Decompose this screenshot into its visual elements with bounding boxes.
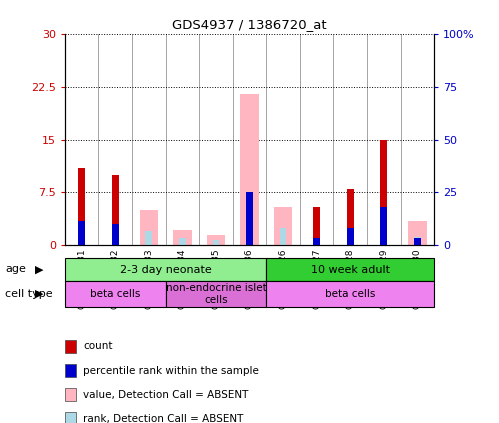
Bar [207, 235, 225, 245]
Bar [65, 281, 166, 307]
Text: value, Detection Call = ABSENT: value, Detection Call = ABSENT [83, 390, 249, 400]
Text: beta cells: beta cells [90, 289, 140, 299]
Bar [313, 238, 320, 245]
Text: beta cells: beta cells [325, 289, 375, 299]
Bar [240, 94, 258, 245]
Bar [347, 189, 354, 245]
Bar [380, 206, 387, 245]
Bar [179, 238, 186, 245]
Bar [266, 258, 434, 281]
Bar [65, 258, 266, 281]
Bar [145, 231, 152, 245]
Text: 10 week adult: 10 week adult [311, 265, 390, 275]
Bar [166, 281, 266, 307]
Text: ▶: ▶ [35, 289, 43, 299]
Bar [213, 240, 219, 245]
Bar [414, 237, 421, 245]
Text: count: count [83, 341, 113, 352]
Bar [380, 140, 387, 245]
Text: cell type: cell type [5, 289, 52, 299]
Text: rank, Detection Call = ABSENT: rank, Detection Call = ABSENT [83, 414, 244, 423]
Bar [408, 221, 427, 245]
Title: GDS4937 / 1386720_at: GDS4937 / 1386720_at [172, 18, 327, 31]
Text: non-endocrine islet
cells: non-endocrine islet cells [166, 283, 266, 305]
Bar [246, 192, 253, 245]
Bar [274, 206, 292, 245]
Bar [347, 228, 354, 245]
Bar [78, 221, 85, 245]
Text: 2-3 day neonate: 2-3 day neonate [120, 265, 212, 275]
Bar [246, 192, 253, 245]
Bar [414, 238, 421, 245]
Bar [140, 210, 158, 245]
Bar [266, 281, 434, 307]
Text: age: age [5, 264, 26, 275]
Bar [112, 175, 119, 245]
Text: ▶: ▶ [35, 264, 43, 275]
Text: percentile rank within the sample: percentile rank within the sample [83, 365, 259, 376]
Bar [313, 206, 320, 245]
Bar [78, 168, 85, 245]
Bar [112, 224, 119, 245]
Bar [173, 230, 192, 245]
Bar [280, 228, 286, 245]
